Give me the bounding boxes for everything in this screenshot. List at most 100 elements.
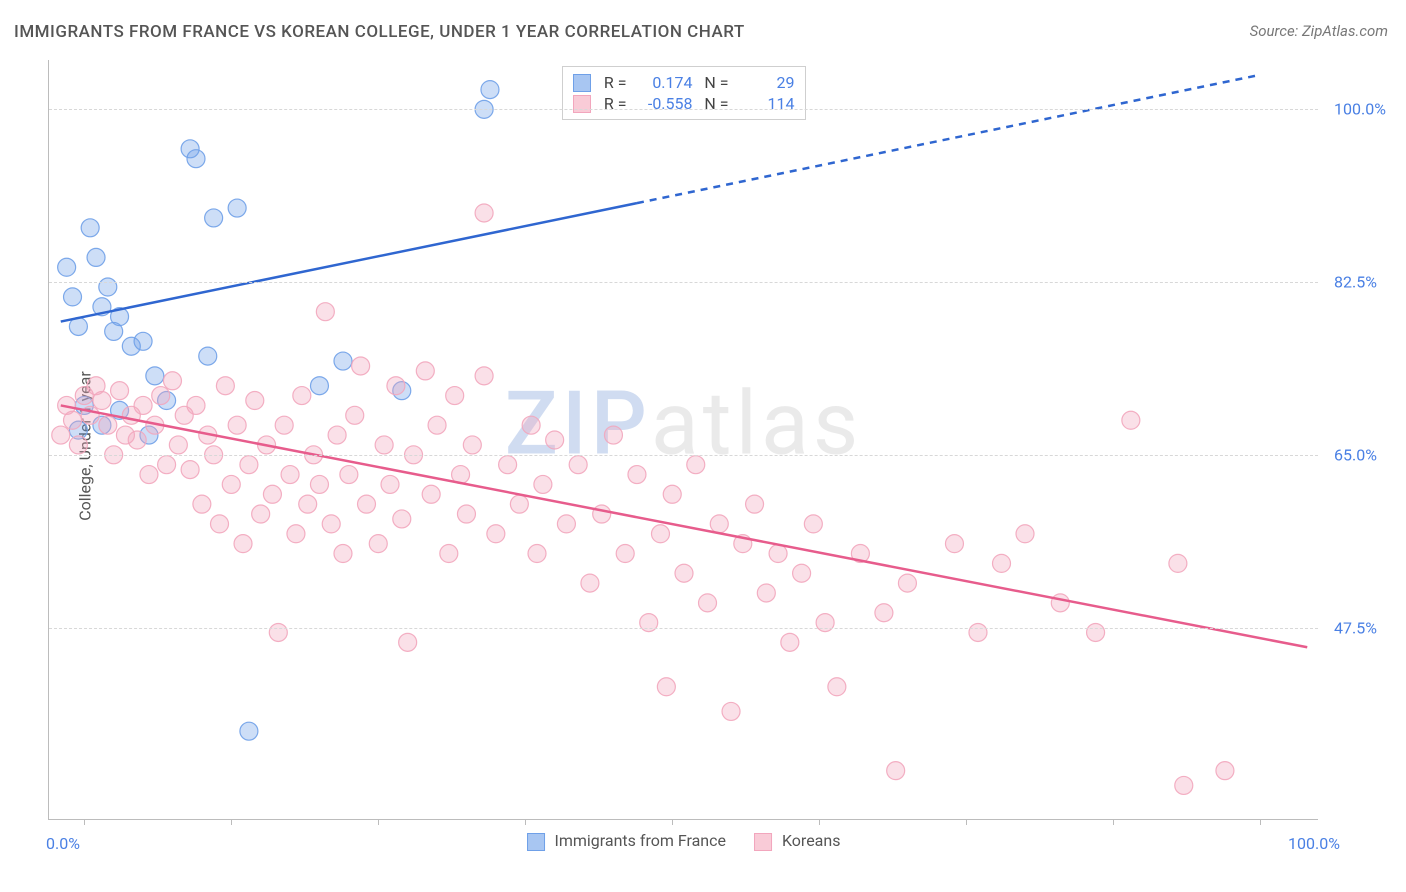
scatter-point-france: [146, 367, 164, 385]
scatter-point-koreans: [475, 367, 493, 385]
scatter-point-koreans: [152, 387, 170, 405]
scatter-point-koreans: [993, 554, 1011, 572]
scatter-point-france: [99, 278, 117, 296]
scatter-point-koreans: [263, 485, 281, 503]
scatter-point-koreans: [1122, 411, 1140, 429]
scatter-point-koreans: [334, 545, 352, 563]
y-tick-label: 65.0%: [1334, 445, 1377, 464]
scatter-point-koreans: [310, 475, 328, 493]
scatter-point-koreans: [499, 456, 517, 474]
scatter-point-koreans: [510, 495, 528, 513]
scatter-point-koreans: [1169, 554, 1187, 572]
y-tick-label: 82.5%: [1334, 273, 1377, 292]
scatter-point-france: [64, 288, 82, 306]
scatter-point-koreans: [651, 525, 669, 543]
scatter-point-koreans: [628, 466, 646, 484]
scatter-point-koreans: [416, 362, 434, 380]
n-value-france: 29: [735, 73, 795, 92]
scatter-point-koreans: [1051, 594, 1069, 612]
x-tick: [84, 819, 85, 825]
scatter-point-koreans: [557, 515, 575, 533]
x-tick: [819, 819, 820, 825]
scatter-point-koreans: [346, 406, 364, 424]
scatter-point-koreans: [528, 545, 546, 563]
legend-swatch-france-b: [527, 833, 545, 851]
scatter-point-koreans: [111, 382, 129, 400]
scatter-point-koreans: [1087, 623, 1105, 641]
scatter-point-france: [310, 377, 328, 395]
gridline-h: [49, 455, 1318, 456]
scatter-point-koreans: [640, 614, 658, 632]
scatter-point-france: [481, 81, 499, 99]
x-min-label: 0.0%: [46, 834, 80, 853]
scatter-point-koreans: [522, 416, 540, 434]
scatter-point-koreans: [487, 525, 505, 543]
scatter-point-koreans: [663, 485, 681, 503]
x-tick: [1260, 819, 1261, 825]
gridline-h: [49, 109, 1318, 110]
legend-swatch-france: [573, 74, 591, 92]
scatter-point-koreans: [222, 475, 240, 493]
scatter-point-koreans: [181, 461, 199, 479]
scatter-point-koreans: [387, 377, 405, 395]
scatter-point-koreans: [358, 495, 376, 513]
scatter-point-koreans: [816, 614, 834, 632]
scatter-point-koreans: [369, 535, 387, 553]
scatter-point-koreans: [746, 495, 764, 513]
scatter-point-france: [81, 219, 99, 237]
plot-svg: [49, 60, 1319, 820]
scatter-point-koreans: [793, 564, 811, 582]
scatter-point-france: [87, 248, 105, 266]
correlation-legend: R = 0.174 N = 29 R = -0.558 N = 114: [562, 66, 806, 120]
scatter-point-koreans: [216, 377, 234, 395]
legend-label-koreans: Koreans: [782, 831, 841, 850]
scatter-point-koreans: [1175, 776, 1193, 794]
scatter-point-koreans: [128, 431, 146, 449]
x-tick: [525, 819, 526, 825]
scatter-point-koreans: [781, 633, 799, 651]
scatter-point-koreans: [804, 515, 822, 533]
gridline-h: [49, 628, 1318, 629]
scatter-point-koreans: [69, 436, 87, 454]
scatter-point-koreans: [710, 515, 728, 533]
scatter-point-koreans: [211, 515, 229, 533]
legend-label-france: Immigrants from France: [554, 831, 726, 850]
scatter-point-koreans: [769, 545, 787, 563]
scatter-point-koreans: [675, 564, 693, 582]
scatter-point-koreans: [169, 436, 187, 454]
x-tick: [966, 819, 967, 825]
scatter-point-koreans: [457, 505, 475, 523]
scatter-point-koreans: [187, 396, 205, 414]
scatter-point-koreans: [381, 475, 399, 493]
scatter-point-koreans: [275, 416, 293, 434]
scatter-point-koreans: [422, 485, 440, 503]
scatter-point-koreans: [252, 505, 270, 523]
scatter-point-koreans: [316, 303, 334, 321]
chart-title: IMMIGRANTS FROM FRANCE VS KOREAN COLLEGE…: [14, 22, 745, 42]
scatter-point-koreans: [475, 204, 493, 222]
scatter-point-koreans: [328, 426, 346, 444]
scatter-point-france: [228, 199, 246, 217]
scatter-point-koreans: [352, 357, 370, 375]
scatter-point-koreans: [757, 584, 775, 602]
scatter-point-koreans: [375, 436, 393, 454]
r-value-france: 0.174: [633, 73, 693, 92]
series-legend: Immigrants from France Koreans: [527, 831, 841, 851]
scatter-point-koreans: [1216, 762, 1234, 780]
scatter-point-koreans: [163, 372, 181, 390]
scatter-point-france: [205, 209, 223, 227]
scatter-point-france: [58, 258, 76, 276]
source-attribution: Source: ZipAtlas.com: [1250, 22, 1388, 40]
scatter-point-koreans: [99, 416, 117, 434]
scatter-point-france: [240, 722, 258, 740]
scatter-point-koreans: [581, 574, 599, 592]
scatter-point-koreans: [593, 505, 611, 523]
scatter-point-koreans: [546, 431, 564, 449]
gridline-h: [49, 282, 1318, 283]
scatter-point-koreans: [887, 762, 905, 780]
scatter-point-koreans: [875, 604, 893, 622]
scatter-point-koreans: [93, 392, 111, 410]
scatter-point-koreans: [299, 495, 317, 513]
scatter-point-koreans: [687, 456, 705, 474]
scatter-point-koreans: [534, 475, 552, 493]
